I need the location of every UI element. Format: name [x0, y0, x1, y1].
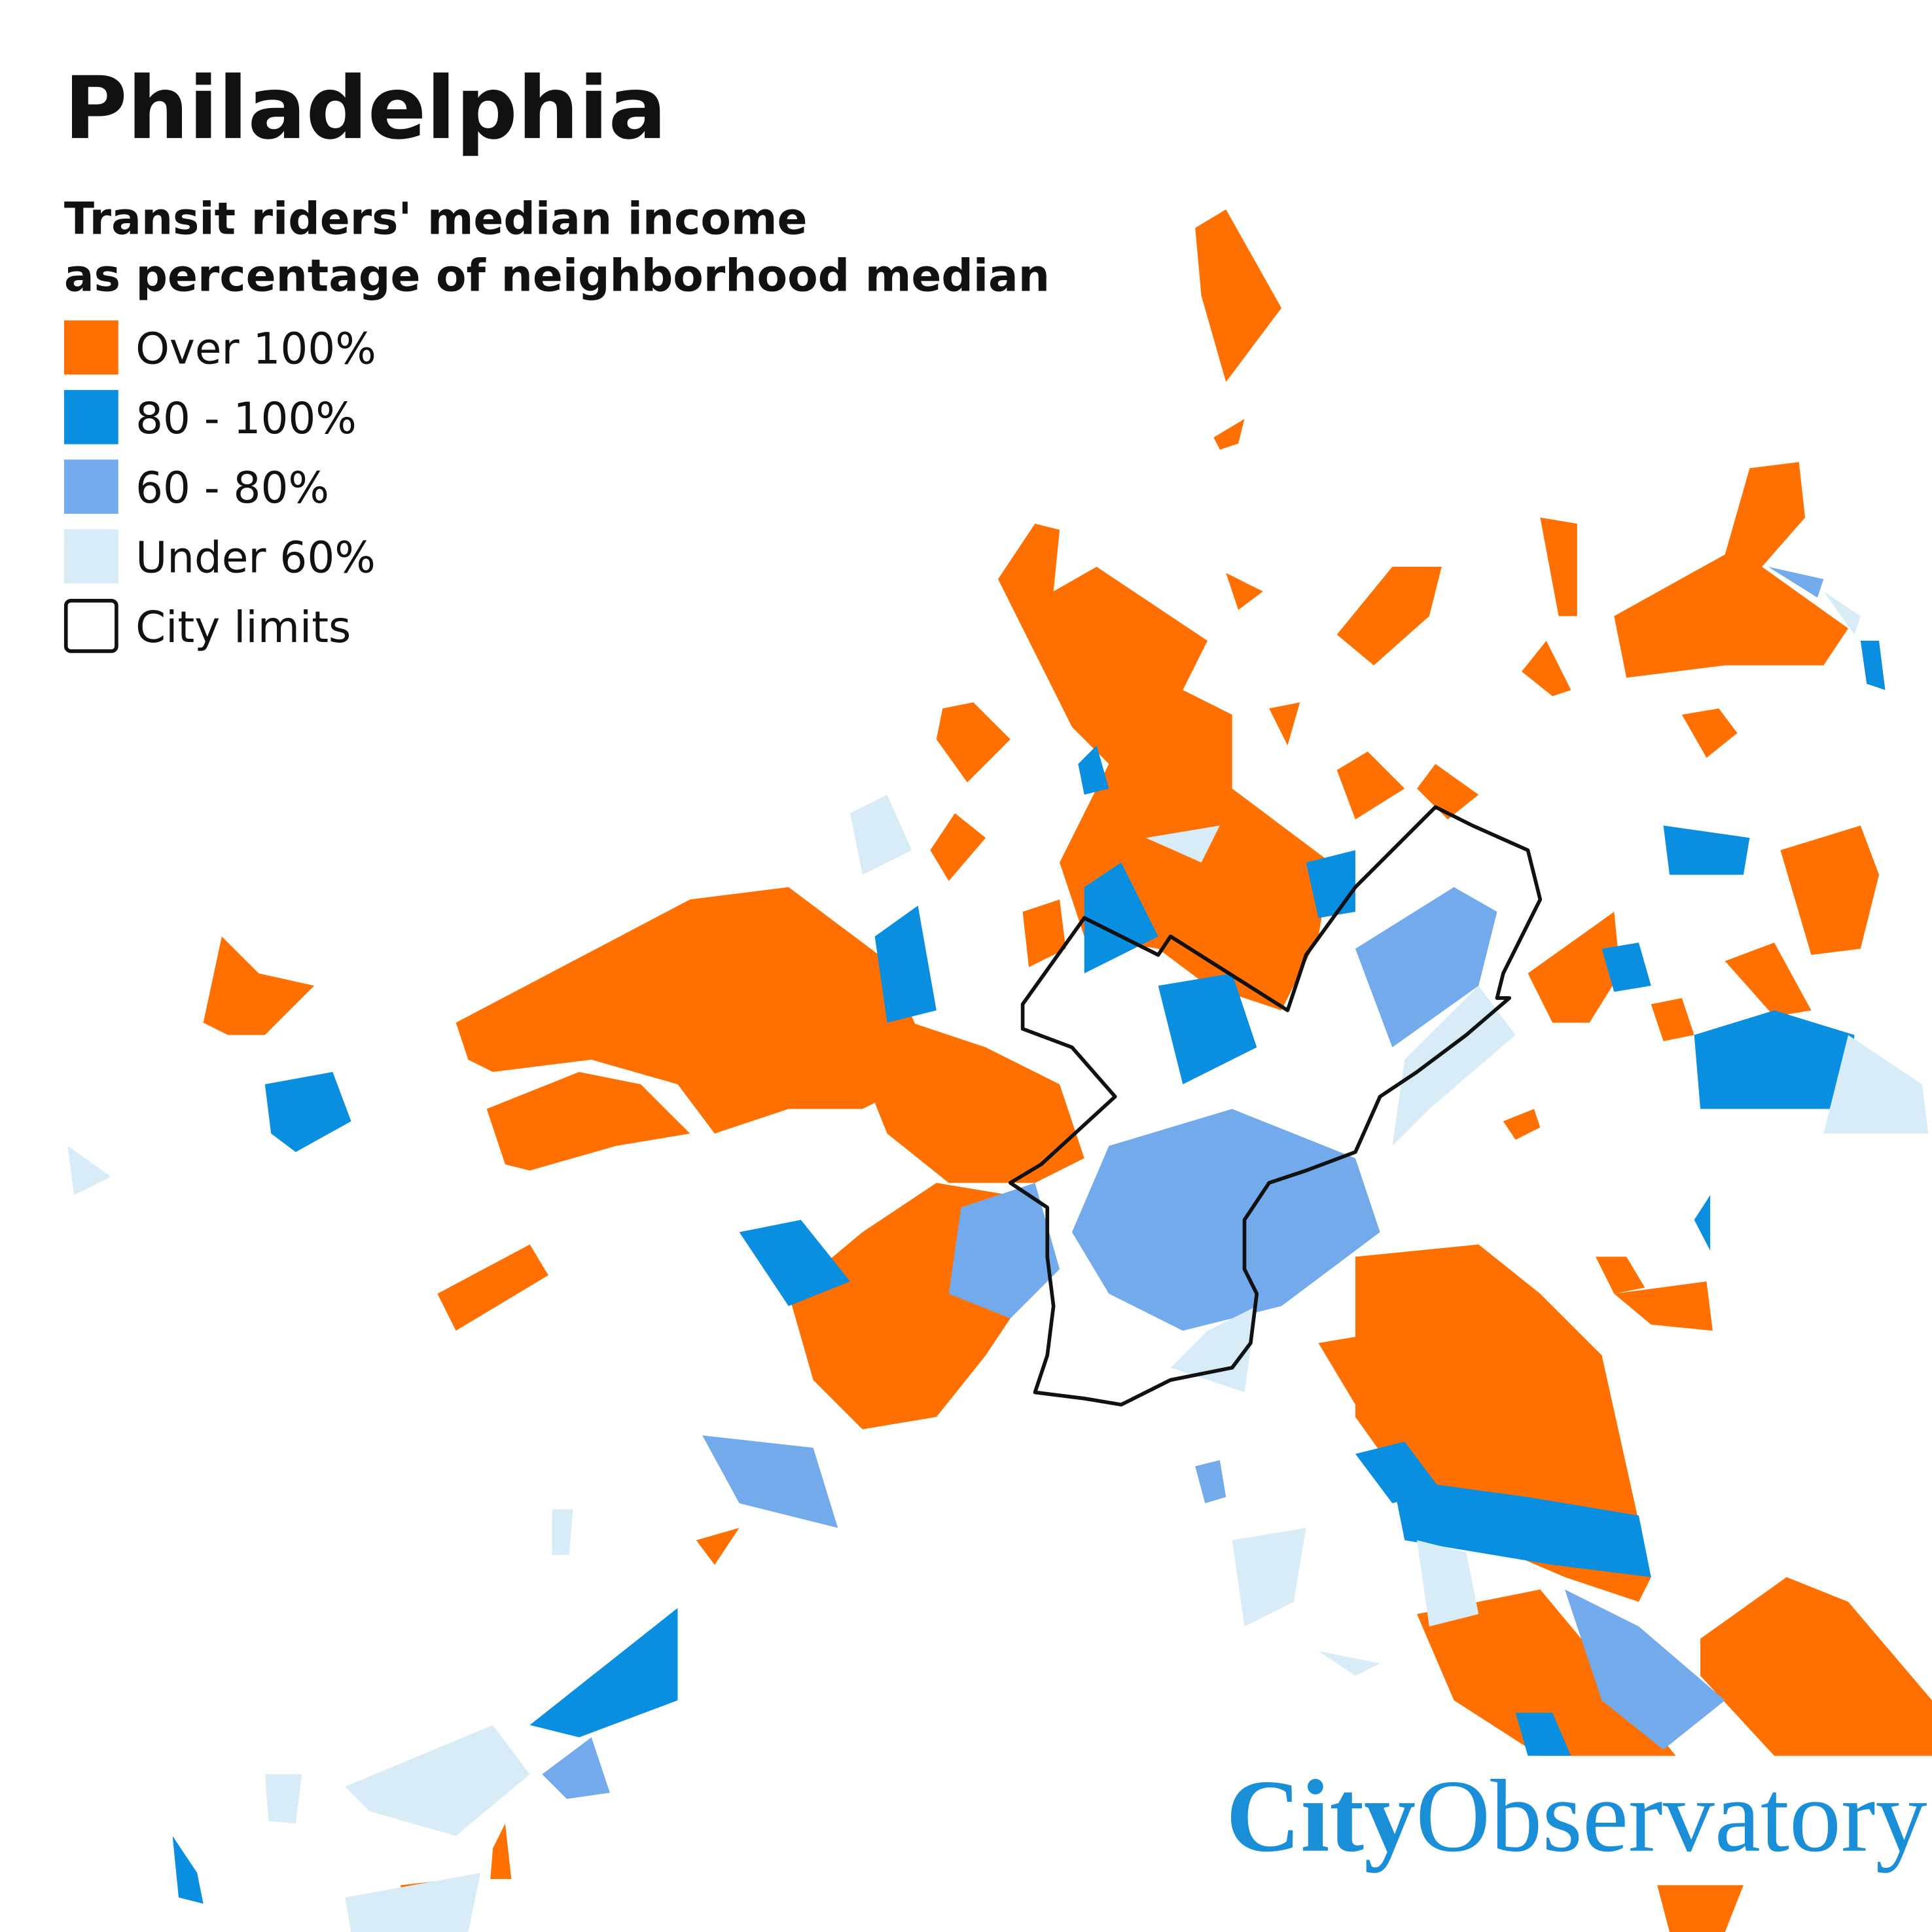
tract: [345, 1725, 530, 1836]
tract: [1694, 1195, 1711, 1251]
tract: [1417, 1589, 1676, 1756]
tract: [1392, 1478, 1651, 1577]
tract: [552, 1509, 573, 1555]
tract: [862, 1022, 1084, 1183]
tract: [1860, 640, 1886, 690]
tract: [203, 936, 315, 1035]
tract: [1195, 209, 1281, 382]
tract: [1694, 1010, 1855, 1109]
tract: [1700, 1577, 1932, 1756]
legend-swatch: [63, 389, 118, 444]
legend-label: City limits: [135, 602, 351, 653]
tract: [739, 1219, 851, 1306]
tract: [1663, 825, 1750, 875]
legend-label: 60 - 80%: [135, 463, 329, 513]
tract: [542, 1737, 610, 1799]
tract: [1336, 751, 1405, 819]
tract: [1170, 1306, 1257, 1393]
tract: [1823, 591, 1861, 635]
subtitle-line: Transit riders' median income: [64, 193, 808, 245]
tract: [264, 1071, 351, 1153]
tract: [696, 1528, 740, 1565]
tract: [67, 1145, 111, 1196]
tract: [1071, 1109, 1380, 1331]
legend-label: Under 60%: [135, 532, 376, 582]
tract: [1823, 1035, 1929, 1134]
tract: [529, 1607, 678, 1738]
tract: [948, 1183, 1060, 1319]
tract: [1226, 573, 1263, 610]
logo-bold: City: [1226, 1759, 1416, 1874]
tract: [1681, 708, 1738, 758]
tract: [1596, 1257, 1645, 1294]
tracts: [67, 209, 1932, 1932]
tract: [1145, 825, 1220, 863]
tract: [1318, 1651, 1380, 1676]
tract: [490, 1823, 512, 1880]
tract: [437, 1244, 548, 1331]
tract: [1355, 1441, 1442, 1503]
title: Philadelphia: [64, 59, 667, 159]
legend-swatch: [63, 320, 118, 375]
tract: [850, 795, 912, 875]
legend: Over 100% 80 - 100% 60 - 80% Under 60% City …: [63, 320, 376, 653]
tract: [874, 905, 937, 1023]
tract: [1336, 567, 1442, 666]
tract: [1417, 764, 1479, 819]
logo: CityObservatory: [1226, 1759, 1927, 1874]
tract: [1269, 702, 1300, 746]
legend-label: Over 100%: [135, 323, 376, 374]
tract: [264, 1774, 302, 1824]
tract: [1515, 1712, 1571, 1756]
tract: [702, 1435, 838, 1528]
tract: [997, 524, 1331, 1011]
tract: [1213, 419, 1245, 450]
tract: [930, 813, 986, 882]
tract: [1601, 942, 1651, 992]
tract: [1355, 887, 1497, 1048]
tract: [1503, 1109, 1541, 1140]
tract: [1614, 1281, 1713, 1331]
tract: [1318, 1331, 1418, 1405]
tract: [1725, 942, 1812, 1017]
tract: [456, 887, 937, 1134]
city-limits-outline: [1008, 805, 1543, 1407]
tract: [1780, 825, 1880, 956]
tract: [1522, 640, 1571, 696]
tract: [1768, 567, 1824, 598]
tract: [1614, 461, 1848, 678]
tract: [345, 1872, 481, 1932]
tract: [1651, 997, 1694, 1041]
tract: [1232, 1528, 1306, 1627]
tract: [1078, 745, 1109, 795]
legend-swatch: [63, 459, 118, 514]
tract: [1022, 899, 1066, 967]
tract: [1564, 1589, 1725, 1750]
legend-swatch: [63, 529, 118, 584]
logo-regular: Observatory: [1416, 1759, 1927, 1874]
tract: [1657, 1885, 1744, 1932]
tract: [1158, 973, 1257, 1084]
tract: [486, 1071, 690, 1171]
subtitle-line: as percentage of neighborhood median: [64, 249, 1050, 301]
tract: [1540, 517, 1577, 617]
legend-label: 80 - 100%: [135, 393, 357, 444]
tract: [1528, 912, 1620, 1023]
tract: [936, 702, 1011, 783]
tract: [172, 1836, 204, 1904]
legend-swatch: [63, 598, 118, 653]
tract: [1417, 1540, 1479, 1627]
tract: [1392, 986, 1516, 1146]
tract: [1195, 1459, 1226, 1503]
